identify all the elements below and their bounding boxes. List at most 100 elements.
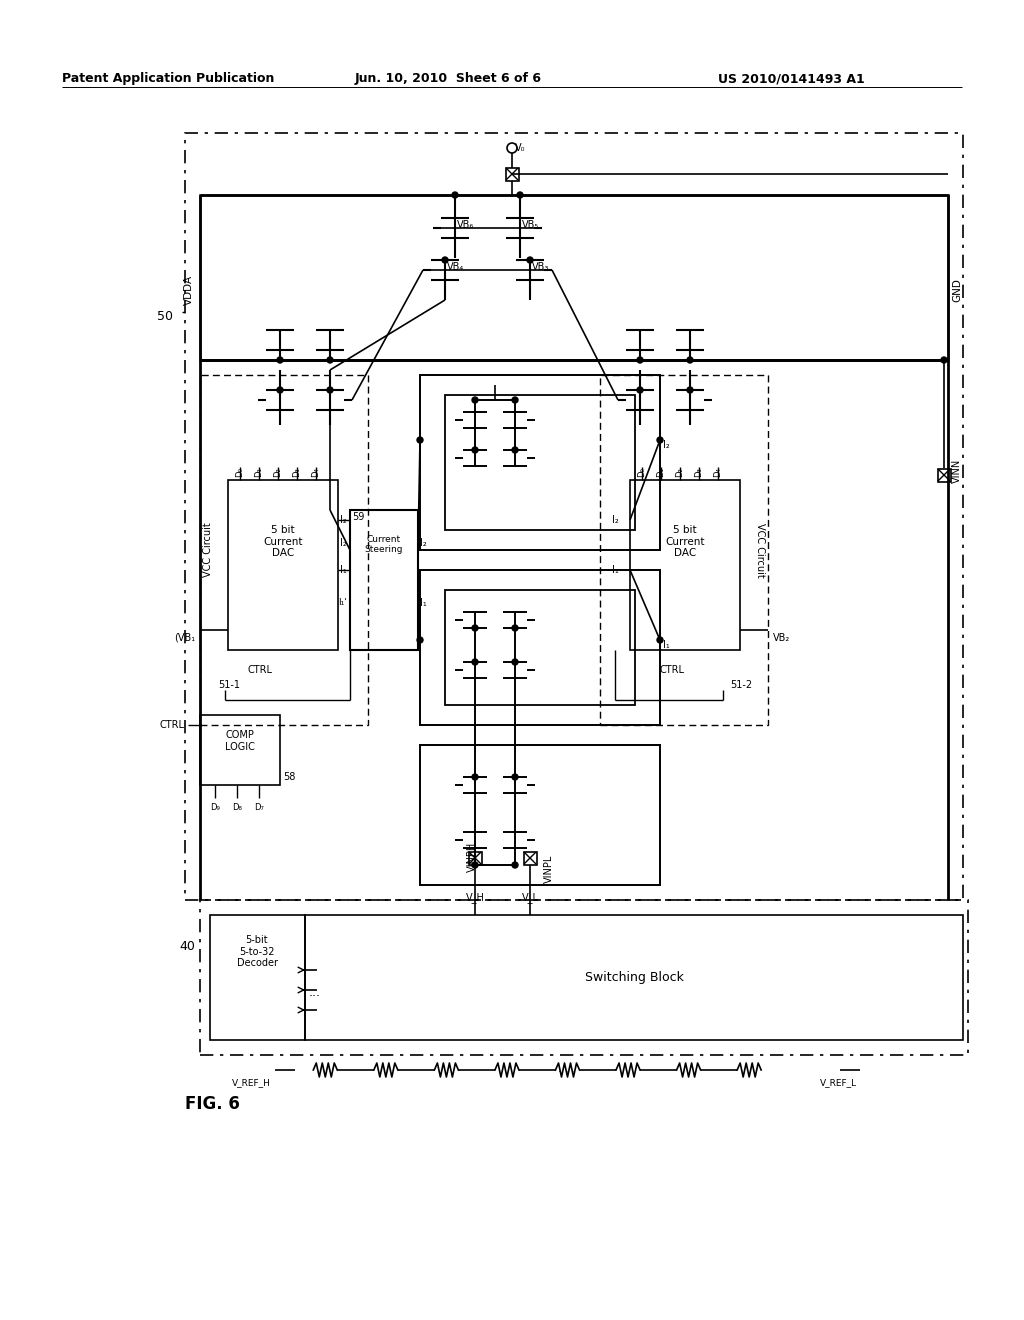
Circle shape [472,397,478,403]
Text: I₁: I₁ [663,640,670,649]
Text: 58: 58 [283,772,295,781]
Text: D₁: D₁ [656,467,666,477]
Text: V_L: V_L [521,892,539,903]
Circle shape [278,356,283,363]
Text: ···: ··· [309,990,321,1003]
Circle shape [941,356,947,363]
Circle shape [472,862,478,869]
Text: 5 bit
Current
DAC: 5 bit Current DAC [263,525,303,558]
Text: Jun. 10, 2010  Sheet 6 of 6: Jun. 10, 2010 Sheet 6 of 6 [355,73,542,84]
Bar [228,480,338,649]
Text: GND: GND [952,279,962,302]
Bar [506,168,519,181]
Circle shape [512,659,518,665]
Text: 51-1: 51-1 [218,680,240,690]
Circle shape [687,387,693,393]
Text: VB₂: VB₂ [773,634,791,643]
Text: Switching Block: Switching Block [585,970,683,983]
Text: D₀: D₀ [236,467,245,477]
Bar [350,510,418,649]
Bar [469,851,482,865]
Bar [200,715,280,785]
Text: D₀: D₀ [638,467,646,477]
Text: US 2010/0141493 A1: US 2010/0141493 A1 [718,73,864,84]
Bar [185,133,963,900]
Bar [600,375,768,725]
Text: V_REF_L: V_REF_L [820,1078,857,1086]
Text: I₁: I₁ [612,565,618,576]
Text: 5 bit
Current
DAC: 5 bit Current DAC [666,525,705,558]
Text: I₁': I₁' [338,598,347,607]
Text: D₄: D₄ [714,467,723,477]
Text: FIG. 6: FIG. 6 [185,1096,240,1113]
Bar [200,375,368,725]
Text: Patent Application Publication: Patent Application Publication [62,73,274,84]
Circle shape [657,437,663,444]
Circle shape [512,862,518,869]
Text: I₂: I₂ [420,539,427,548]
Text: D₈: D₈ [232,803,242,812]
Bar [210,915,305,1040]
Circle shape [512,397,518,403]
Text: 5-bit
5-to-32
Decoder: 5-bit 5-to-32 Decoder [237,935,278,968]
Circle shape [637,356,643,363]
Text: Current
Steering: Current Steering [365,535,403,554]
Circle shape [472,447,478,453]
Circle shape [512,447,518,453]
Text: VB₆: VB₆ [457,220,474,230]
Bar [524,851,537,865]
Text: 59: 59 [352,512,365,521]
Text: CTRL: CTRL [660,665,685,675]
Text: I₂: I₂ [340,515,347,525]
Text: VCC Circuit: VCC Circuit [755,523,765,577]
Text: D₉: D₉ [210,803,220,812]
Bar [420,744,660,884]
Circle shape [517,191,523,198]
Text: D₁: D₁ [255,467,263,477]
Circle shape [417,437,423,444]
Bar [445,395,635,531]
Text: D₃: D₃ [293,467,301,477]
Text: VDDA: VDDA [184,275,194,305]
Bar [630,480,740,649]
Text: 51-2: 51-2 [730,680,752,690]
Text: V_REF_H: V_REF_H [232,1078,271,1086]
Bar [200,195,948,360]
Circle shape [327,356,333,363]
Text: I₁: I₁ [340,565,347,576]
Text: I₂: I₂ [663,440,670,450]
Circle shape [637,387,643,393]
Text: VB₅: VB₅ [522,220,539,230]
Bar [420,375,660,550]
Circle shape [472,774,478,780]
Text: D₂: D₂ [676,467,684,477]
Text: (VB₁: (VB₁ [174,634,195,643]
Text: VB₄: VB₄ [447,261,464,272]
Text: 50: 50 [157,310,173,323]
Circle shape [472,659,478,665]
Circle shape [687,356,693,363]
Circle shape [512,774,518,780]
Text: VINPH: VINPH [467,842,477,873]
Circle shape [327,387,333,393]
Bar [200,900,968,1055]
Text: VINPL: VINPL [544,855,554,883]
Text: I₂: I₂ [612,515,618,525]
Circle shape [512,624,518,631]
Text: V_H: V_H [466,892,484,903]
Circle shape [472,624,478,631]
Text: D₄: D₄ [311,467,321,477]
Text: I₂: I₂ [340,539,347,548]
Text: VB₃: VB₃ [532,261,549,272]
Circle shape [442,257,449,263]
Text: CTRL: CTRL [248,665,273,675]
Text: D₇: D₇ [254,803,264,812]
Text: COMP
LOGIC: COMP LOGIC [225,730,255,751]
Text: I₁: I₁ [420,598,427,609]
Circle shape [278,387,283,393]
Circle shape [657,638,663,643]
Text: CTRL: CTRL [160,719,185,730]
Circle shape [527,257,534,263]
Bar [305,915,963,1040]
Text: V₀: V₀ [515,143,525,153]
